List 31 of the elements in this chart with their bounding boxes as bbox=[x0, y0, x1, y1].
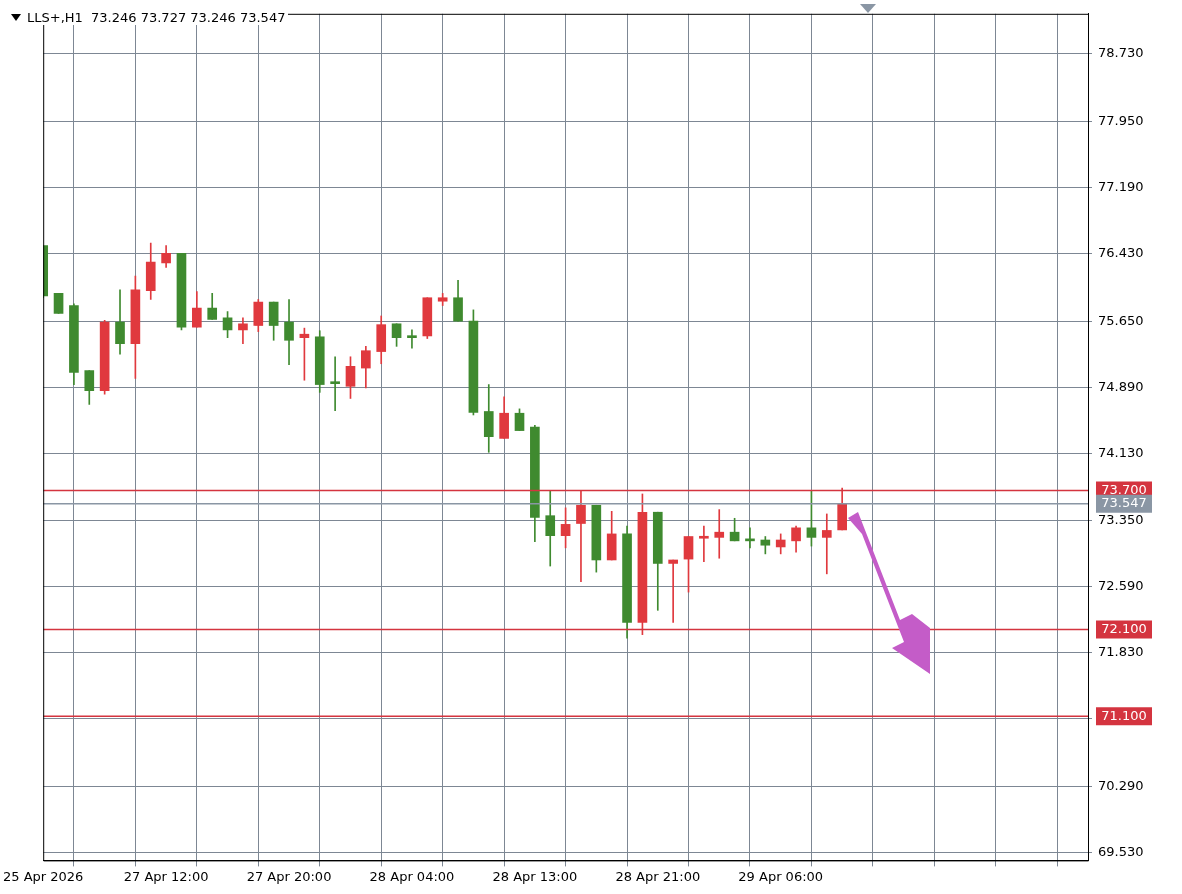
x-tick-label: 29 Apr 06:00 bbox=[738, 868, 824, 884]
candlestick bbox=[668, 559, 678, 623]
candlestick bbox=[407, 329, 417, 349]
candlestick bbox=[330, 356, 340, 411]
candlestick bbox=[714, 509, 725, 559]
x-tick-label: 28 Apr 04:00 bbox=[369, 868, 455, 884]
ref-line-label: 72.100 bbox=[1101, 620, 1147, 636]
x-tick-label: 27 Apr 12:00 bbox=[123, 868, 209, 884]
y-tick-label: 77.190 bbox=[1098, 178, 1144, 194]
y-tick-label: 77.950 bbox=[1098, 112, 1144, 128]
y-tick-label: 71.830 bbox=[1098, 644, 1144, 660]
candlestick bbox=[821, 513, 832, 575]
ref-line-label: 73.547 bbox=[1101, 495, 1147, 511]
y-tick-label: 76.430 bbox=[1098, 244, 1144, 260]
y-tick-label: 69.530 bbox=[1098, 843, 1144, 859]
x-tick-label: 25 Apr 2026 bbox=[2, 868, 84, 884]
y-tick-label: 74.130 bbox=[1098, 444, 1144, 460]
y-tick-label: 70.290 bbox=[1098, 777, 1144, 793]
candlestick bbox=[238, 317, 248, 345]
x-tick-label: 27 Apr 20:00 bbox=[246, 868, 332, 884]
y-tick-label: 72.590 bbox=[1098, 578, 1144, 594]
y-tick-label: 73.350 bbox=[1098, 512, 1144, 528]
x-tick-label: 28 Apr 13:00 bbox=[492, 868, 578, 884]
y-tick-label: 78.730 bbox=[1098, 45, 1144, 61]
chart-title: LLS+,H1 73.246 73.727 73.246 73.547 bbox=[27, 10, 286, 25]
candlestick bbox=[699, 525, 709, 563]
ref-line-label: 73.700 bbox=[1101, 481, 1147, 497]
ref-line-label: 71.100 bbox=[1101, 707, 1147, 723]
y-tick-label: 74.890 bbox=[1098, 378, 1144, 394]
y-tick-label: 75.650 bbox=[1098, 312, 1144, 328]
x-tick-label: 28 Apr 21:00 bbox=[615, 868, 701, 884]
